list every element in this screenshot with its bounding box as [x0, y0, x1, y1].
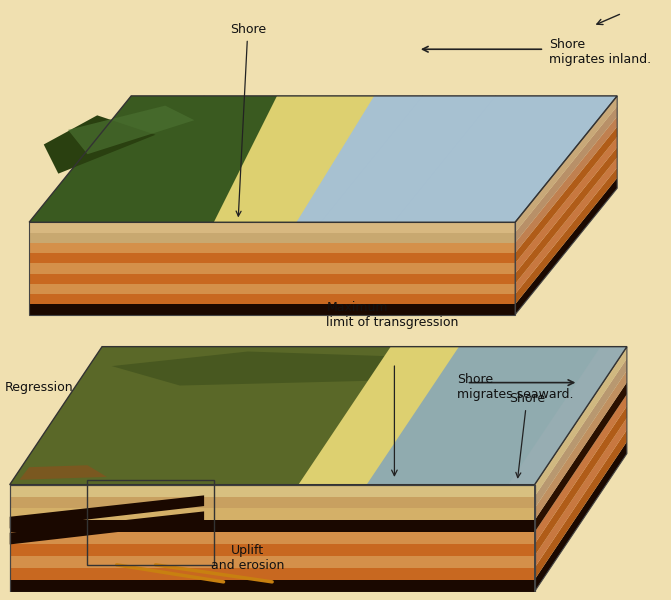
Polygon shape [29, 222, 515, 233]
Polygon shape [9, 347, 601, 485]
Polygon shape [515, 106, 617, 243]
Polygon shape [535, 394, 627, 544]
Polygon shape [515, 116, 617, 253]
Polygon shape [9, 347, 627, 485]
Polygon shape [325, 347, 627, 485]
Polygon shape [535, 370, 627, 520]
Polygon shape [515, 127, 617, 263]
Polygon shape [535, 442, 627, 592]
Polygon shape [9, 511, 204, 544]
Polygon shape [248, 96, 617, 222]
Polygon shape [29, 263, 515, 274]
Polygon shape [515, 157, 617, 294]
Polygon shape [29, 243, 515, 253]
Polygon shape [29, 96, 617, 222]
Polygon shape [272, 96, 617, 222]
Polygon shape [9, 532, 535, 544]
Polygon shape [9, 520, 535, 532]
Polygon shape [515, 96, 617, 233]
Text: Shore
migrates seaward.: Shore migrates seaward. [457, 373, 573, 401]
Polygon shape [535, 382, 627, 532]
Polygon shape [535, 347, 627, 497]
Polygon shape [9, 580, 535, 592]
Polygon shape [44, 115, 156, 173]
Polygon shape [253, 96, 374, 222]
Text: Shore: Shore [229, 23, 266, 216]
Text: Maximum
limit of transgression: Maximum limit of transgression [326, 301, 459, 329]
Polygon shape [29, 253, 515, 263]
Polygon shape [515, 137, 617, 274]
Polygon shape [29, 304, 515, 314]
Polygon shape [9, 485, 535, 497]
Text: Uplift
and erosion: Uplift and erosion [211, 544, 285, 572]
Text: Shore: Shore [509, 392, 545, 478]
Polygon shape [299, 347, 459, 485]
Polygon shape [515, 168, 617, 304]
Polygon shape [515, 147, 617, 284]
Polygon shape [29, 294, 515, 304]
Polygon shape [29, 284, 515, 294]
Polygon shape [29, 96, 301, 222]
Polygon shape [29, 274, 515, 284]
Polygon shape [535, 430, 627, 580]
Text: Regression: Regression [5, 381, 74, 394]
Polygon shape [68, 106, 195, 154]
Polygon shape [214, 96, 345, 222]
Polygon shape [9, 508, 535, 520]
Polygon shape [112, 352, 394, 386]
Polygon shape [515, 178, 617, 314]
Polygon shape [9, 497, 535, 508]
Polygon shape [19, 465, 107, 480]
Polygon shape [9, 496, 204, 529]
Polygon shape [9, 556, 535, 568]
Polygon shape [9, 544, 535, 556]
Polygon shape [535, 418, 627, 568]
Text: Shore
migrates inland.: Shore migrates inland. [549, 38, 652, 65]
Polygon shape [9, 568, 535, 580]
Polygon shape [535, 406, 627, 556]
Polygon shape [535, 359, 627, 508]
Polygon shape [29, 233, 515, 243]
